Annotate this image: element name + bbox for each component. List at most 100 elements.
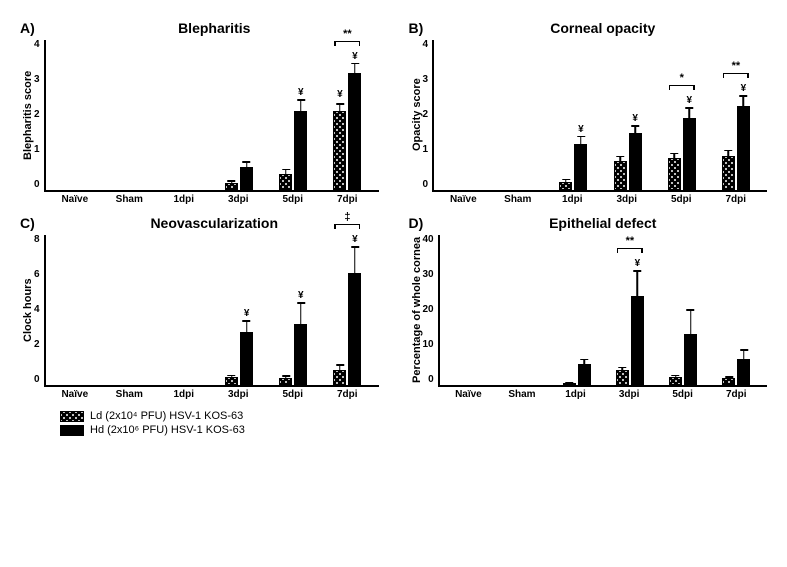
error-bar — [728, 151, 730, 157]
swatch-ld — [60, 411, 84, 422]
error-bar — [637, 271, 639, 295]
y-tick: 6 — [34, 270, 40, 280]
bar-ld — [225, 183, 238, 191]
x-tick-label: 7dpi — [721, 194, 751, 205]
panel-D: D)Epithelial defectPercentage of whole c… — [409, 215, 768, 400]
bar-hd: ¥ — [574, 144, 587, 190]
y-tick: 8 — [34, 235, 40, 245]
bar-group — [669, 334, 697, 385]
bar-ld — [616, 370, 629, 385]
y-tick: 3 — [423, 75, 429, 85]
plot: ¥¥¥*¥** — [432, 40, 767, 192]
y-tick: 0 — [428, 375, 434, 385]
y-axis: 43210 — [34, 40, 44, 190]
error-bar — [354, 247, 356, 272]
error-bar — [619, 157, 621, 162]
chart-area: Percentage of whole cornea403020100¥**Na… — [409, 235, 768, 400]
bar-ld — [279, 378, 292, 385]
bar-ld — [333, 370, 346, 385]
plot: ¥¥¥‡ — [44, 235, 379, 387]
error-bar — [246, 162, 248, 167]
panel-title: Epithelial defect — [439, 215, 768, 231]
bar-group: ¥ — [279, 111, 307, 190]
comparison-bracket: ** — [617, 248, 643, 253]
y-tick: 2 — [423, 110, 429, 120]
bar-hd: ¥ — [294, 111, 307, 190]
error-bar — [743, 96, 745, 105]
plot-wrap: ¥¥¥*¥**NaïveSham1dpi3dpi5dpi7dpi — [432, 40, 767, 205]
x-tick-label: Naïve — [60, 389, 90, 400]
significance-marker: ¥ — [686, 95, 692, 106]
plot: ¥** — [438, 235, 767, 387]
y-tick: 20 — [423, 305, 434, 315]
x-tick-label: Naïve — [448, 194, 478, 205]
panel-B: B)Corneal opacityOpacity score43210¥¥¥*¥… — [409, 20, 768, 205]
bar-group: ¥ — [614, 133, 642, 190]
bar-group: ¥** — [616, 296, 644, 385]
error-bar — [231, 181, 233, 183]
significance-marker: ¥ — [632, 113, 638, 124]
significance-marker: ¥ — [244, 308, 250, 319]
y-axis-label: Blepharitis score — [20, 40, 34, 190]
x-tick-label: 5dpi — [668, 389, 698, 400]
chart-area: Opacity score43210¥¥¥*¥**NaïveSham1dpi3d… — [409, 40, 768, 205]
y-tick: 1 — [34, 145, 40, 155]
bar-ld: ¥ — [333, 111, 346, 190]
error-bar — [285, 170, 287, 176]
chart-area: Blepharitis score43210¥¥¥**NaïveSham1dpi… — [20, 40, 379, 205]
plot-wrap: ¥**NaïveSham1dpi3dpi5dpi7dpi — [438, 235, 767, 400]
error-bar — [675, 376, 677, 378]
x-tick-label: 7dpi — [332, 389, 362, 400]
y-tick: 4 — [34, 40, 40, 50]
bracket-label: ** — [626, 235, 635, 247]
bar-hd — [684, 334, 697, 385]
significance-marker: ¥ — [578, 124, 584, 135]
plot: ¥¥¥** — [44, 40, 379, 192]
x-labels: NaïveSham1dpi3dpi5dpi7dpi — [44, 387, 379, 400]
bar-group: ¥ — [559, 144, 587, 190]
bar-ld — [225, 377, 238, 385]
significance-marker: ¥ — [352, 234, 358, 245]
bar-hd: ¥ — [683, 118, 696, 190]
legend-row-ld: Ld (2x10⁴ PFU) HSV-1 KOS-63 — [60, 410, 767, 422]
error-bar — [728, 377, 730, 379]
x-tick-label: 3dpi — [614, 389, 644, 400]
comparison-bracket: ‡ — [334, 224, 360, 229]
bracket-label: ** — [732, 60, 741, 72]
bar-hd — [737, 359, 750, 385]
panel-A: A)BlepharitisBlepharitis score43210¥¥¥**… — [20, 20, 379, 205]
y-tick: 0 — [423, 180, 429, 190]
significance-marker: ¥ — [352, 51, 358, 62]
x-tick-label: Naïve — [60, 194, 90, 205]
y-axis-label: Clock hours — [20, 235, 34, 385]
bar-hd — [240, 167, 253, 190]
x-tick-label: Sham — [503, 194, 533, 205]
significance-marker: ¥ — [741, 83, 747, 94]
chart-grid: A)BlepharitisBlepharitis score43210¥¥¥**… — [20, 20, 767, 400]
panel-title: Neovascularization — [50, 215, 379, 231]
error-bar — [690, 310, 692, 333]
panel-C: C)NeovascularizationClock hours86420¥¥¥‡… — [20, 215, 379, 400]
comparison-bracket: ** — [723, 73, 749, 78]
error-bar — [689, 108, 691, 117]
x-tick-label: 7dpi — [721, 389, 751, 400]
y-axis: 43210 — [423, 40, 433, 190]
y-axis-label: Percentage of whole cornea — [409, 235, 423, 385]
bar-hd: ¥ — [240, 332, 253, 385]
x-tick-label: 1dpi — [169, 194, 199, 205]
bar-group — [225, 167, 253, 190]
x-tick-label: 3dpi — [612, 194, 642, 205]
y-axis-label: Opacity score — [409, 40, 423, 190]
bar-hd: ¥ — [294, 324, 307, 385]
x-labels: NaïveSham1dpi3dpi5dpi7dpi — [432, 192, 767, 205]
y-tick: 30 — [423, 270, 434, 280]
bar-group: ¥** — [722, 106, 750, 190]
y-tick: 10 — [423, 340, 434, 350]
bar-ld — [559, 182, 572, 190]
panel-label: A) — [20, 20, 35, 36]
y-tick: 3 — [34, 75, 40, 85]
bar-ld — [668, 158, 681, 190]
error-bar — [339, 365, 341, 371]
panel-label: B) — [409, 20, 424, 36]
bracket-label: ** — [343, 28, 352, 40]
